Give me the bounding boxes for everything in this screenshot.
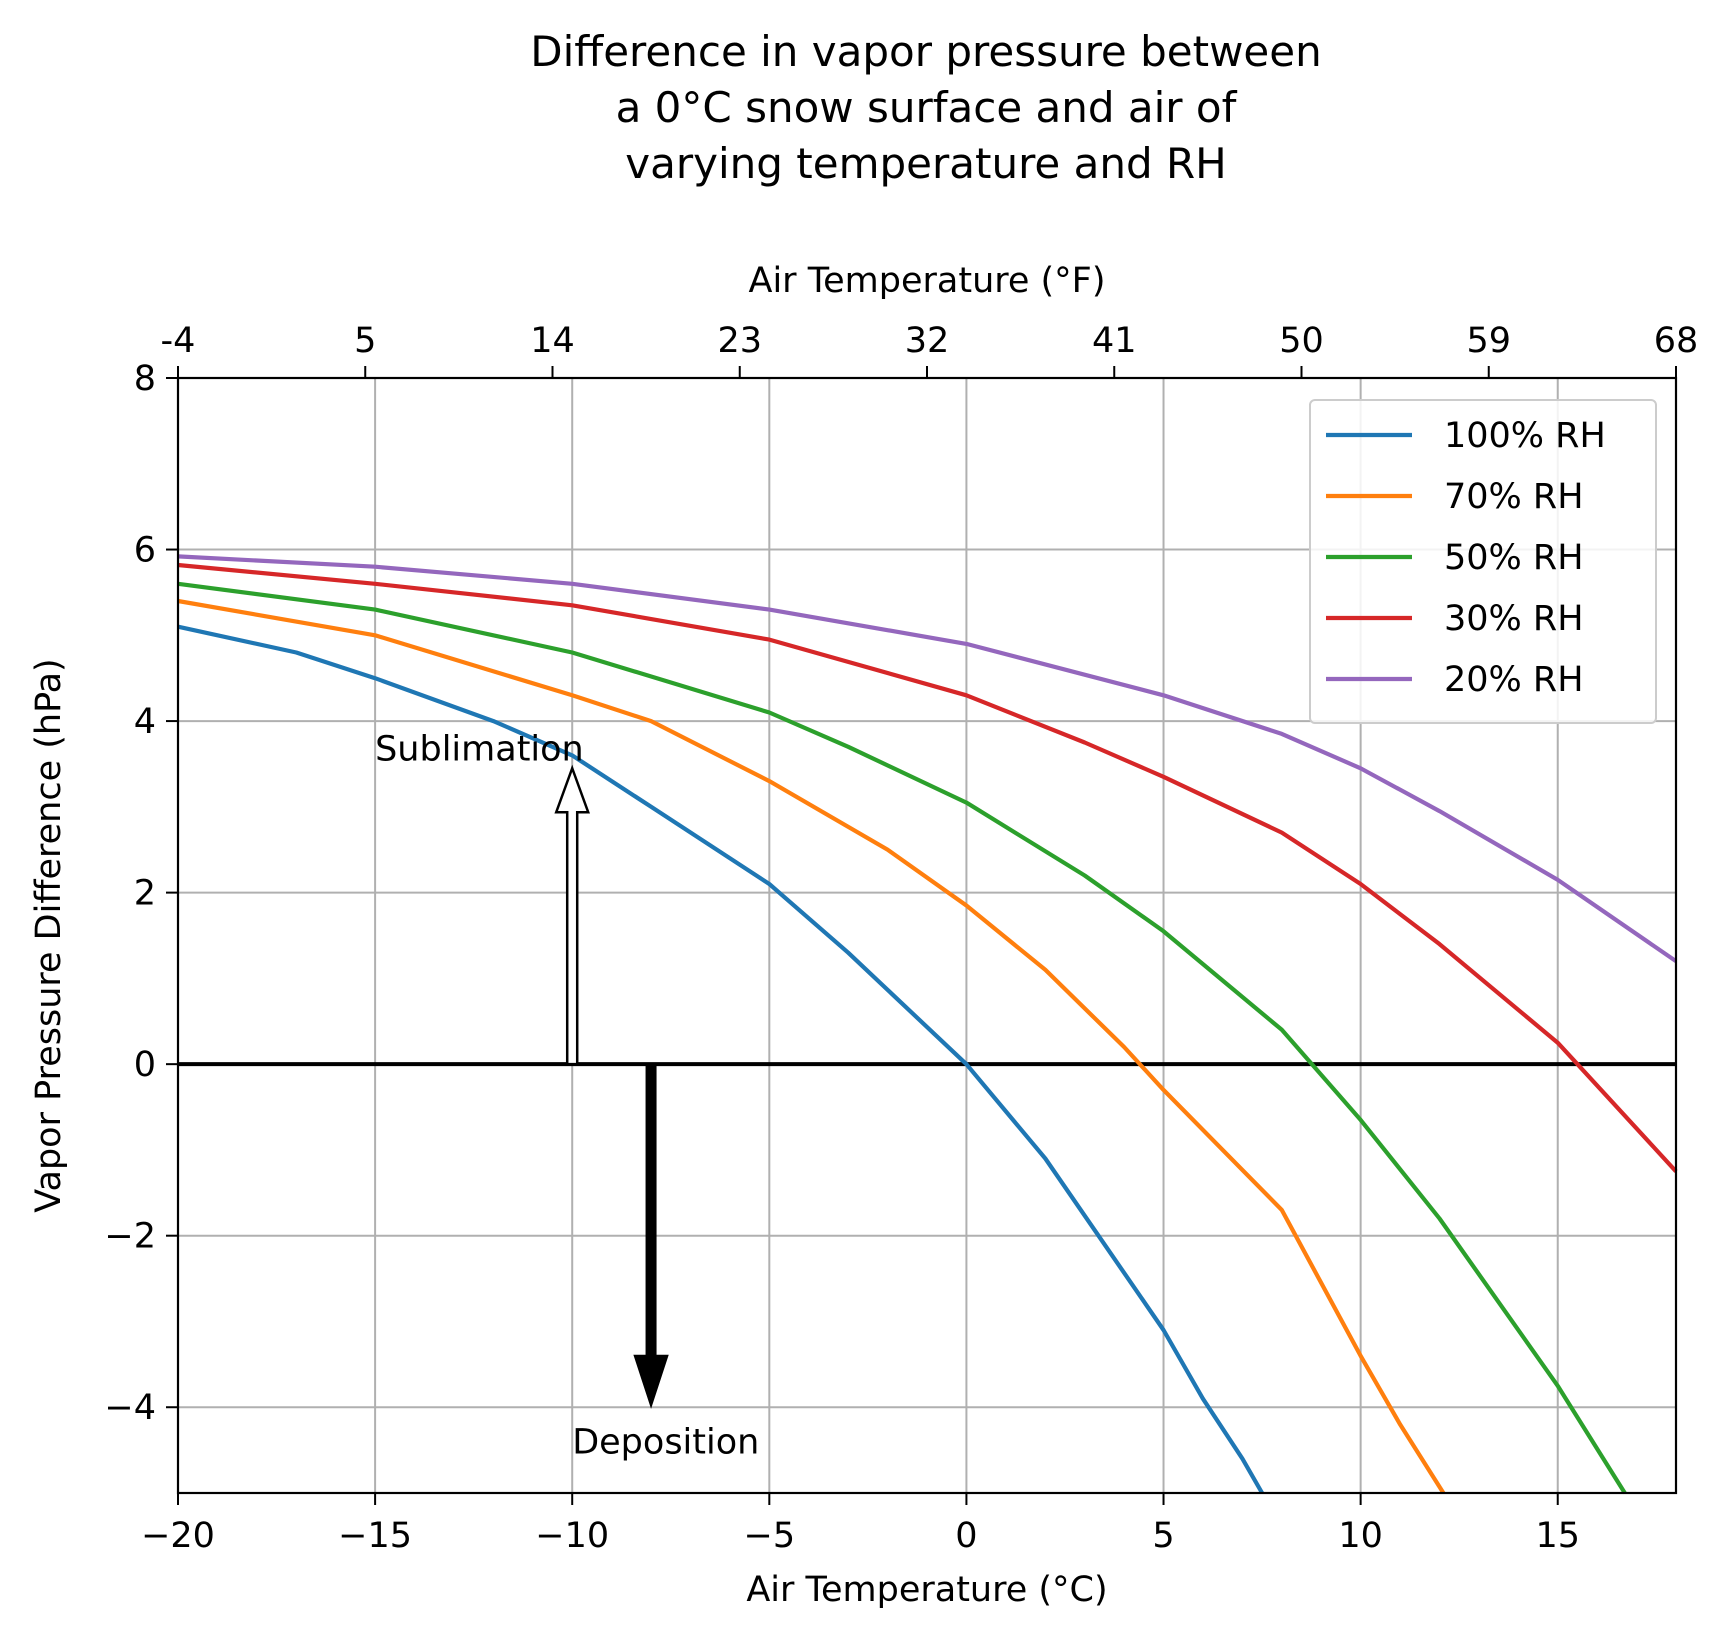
y-tick-label: −4: [104, 1388, 156, 1428]
y-axis-label: Vapor Pressure Difference (hPa): [29, 658, 69, 1212]
chart-title: Difference in vapor pressure between a 0…: [530, 27, 1321, 188]
legend-label: 30% RH: [1444, 599, 1584, 639]
top-x-tick-label: 32: [905, 321, 950, 361]
legend-label: 100% RH: [1444, 416, 1606, 456]
top-x-tick-label: 14: [530, 321, 575, 361]
x-tick-label: −10: [535, 1516, 609, 1556]
series-line-100-rh: [177, 624, 1264, 1495]
y-tick-label: 0: [134, 1045, 156, 1085]
x-tick-label: −15: [338, 1516, 412, 1556]
series-line-50-rh: [177, 581, 1627, 1495]
top-x-tick-label: 59: [1466, 321, 1511, 361]
x-axis-label: Air Temperature (°C): [746, 1570, 1107, 1610]
top-x-tick-label: 5: [354, 321, 376, 361]
deposition-arrow: [633, 1063, 669, 1409]
series-line-30-rh: [177, 562, 1678, 1173]
y-tick-label: 6: [134, 531, 156, 571]
legend-label: 20% RH: [1444, 660, 1584, 700]
y-tick-label: 8: [134, 359, 156, 399]
legend-label: 50% RH: [1444, 538, 1584, 578]
series-lines: [177, 554, 1678, 1495]
title-line-2: a 0°C snow surface and air of: [616, 83, 1238, 132]
x-tick-label: 15: [1535, 1516, 1580, 1556]
title-line-3: varying temperature and RH: [625, 139, 1227, 188]
x-tick-label: −20: [141, 1516, 215, 1556]
legend-label: 70% RH: [1444, 477, 1584, 517]
top-x-tick-label: 23: [717, 321, 762, 361]
top-x-tick-label: -4: [161, 321, 196, 361]
x-tick-label: 0: [955, 1516, 977, 1556]
annotations: Sublimation Deposition: [375, 729, 759, 1462]
deposition-label: Deposition: [572, 1423, 759, 1463]
sublimation-label: Sublimation: [375, 729, 584, 769]
series-line-20-rh: [177, 554, 1678, 963]
title-line-1: Difference in vapor pressure between: [530, 27, 1321, 76]
top-x-axis-label: Air Temperature (°F): [749, 261, 1106, 301]
y-tick-label: −2: [104, 1217, 156, 1257]
top-x-tick-label: 41: [1092, 321, 1137, 361]
x-tick-label: 10: [1338, 1516, 1383, 1556]
sublimation-arrow: [554, 764, 590, 1066]
x-tick-label: 5: [1152, 1516, 1174, 1556]
top-x-tick-label: 50: [1279, 321, 1324, 361]
legend: 100% RH 70% RH 50% RH 30% RH 20% RH: [1309, 399, 1657, 724]
series-line-70-rh: [177, 598, 1446, 1495]
y-tick-label: 4: [134, 702, 156, 742]
top-x-tick-label: 68: [1654, 321, 1699, 361]
legend-box: [1309, 399, 1657, 724]
x-tick-label: −5: [744, 1516, 796, 1556]
y-tick-label: 2: [134, 874, 156, 914]
